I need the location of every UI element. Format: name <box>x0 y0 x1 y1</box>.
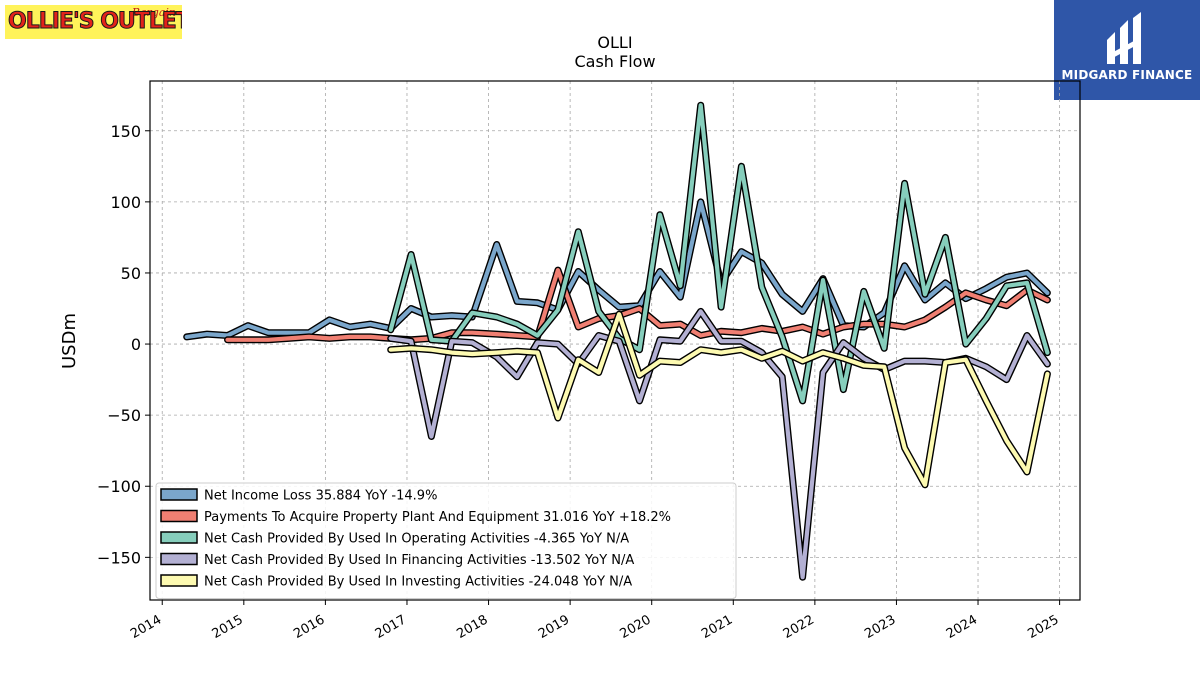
legend-label: Payments To Acquire Property Plant And E… <box>204 510 671 525</box>
legend-swatch <box>160 531 198 544</box>
legend-label: Net Income Loss 35.884 YoY -14.9% <box>204 489 437 504</box>
midgard-mark-icon <box>1107 12 1141 64</box>
y-tick-label: 150 <box>110 122 141 141</box>
legend-swatch <box>160 552 198 566</box>
legend-label: Net Cash Provided By Used In Financing A… <box>204 553 634 568</box>
x-tick-label: 2019 <box>536 612 572 642</box>
x-tick-label: 2018 <box>454 612 490 642</box>
plot-frame <box>149 80 1081 601</box>
series-lines <box>183 101 1051 581</box>
legend: Net Income Loss 35.884 YoY -14.9% Payment… <box>155 482 737 599</box>
x-tick-label: 2022 <box>781 612 817 642</box>
y-tick-label: 50 <box>121 264 141 283</box>
series-line-1 <box>224 266 1051 344</box>
ollies-logo-text: OLLIE'S OUTLET <box>8 9 182 35</box>
legend-box <box>155 482 737 599</box>
legend-label: Net Cash Provided By Used In Investing A… <box>204 575 632 590</box>
legend-label: Net Cash Provided By Used In Operating A… <box>204 532 629 547</box>
legend-swatch <box>160 488 198 501</box>
x-tick-label: 2020 <box>618 612 654 642</box>
chart-title: OLLI <box>597 33 632 52</box>
midgard-finance-text: MIDGARD FINANCE <box>1061 68 1193 82</box>
x-tick-label: 2016 <box>291 612 327 642</box>
x-tick-label: 2024 <box>944 612 980 642</box>
midgard-finance-logo: MIDGARD FINANCE <box>1054 0 1200 100</box>
series-line-2 <box>387 101 1051 405</box>
y-tick-label: 100 <box>110 193 141 212</box>
y-tick-label: −150 <box>97 548 141 567</box>
ollies-logo: Bargain OLLIE'S OUTLET <box>5 5 182 39</box>
series-line-4 <box>387 310 1051 489</box>
x-tick-label: 2021 <box>699 612 735 642</box>
chart-subtitle: Cash Flow <box>574 52 655 71</box>
x-tick-label: 2023 <box>862 612 898 642</box>
series-line-0 <box>183 198 1051 341</box>
y-axis-label: USDm <box>59 313 80 369</box>
x-tick-label: 2014 <box>128 612 164 642</box>
y-tick-label: 0 <box>131 335 141 354</box>
y-tick-label: −100 <box>97 477 141 496</box>
legend-swatch <box>160 509 198 523</box>
y-tick-label: −50 <box>107 406 141 425</box>
ollies-logo-script: Bargain <box>131 6 176 19</box>
x-tick-label: 2015 <box>210 612 246 642</box>
series-line-3 <box>387 307 1051 581</box>
legend-swatch <box>160 574 198 587</box>
x-tick-label: 2017 <box>373 612 409 642</box>
x-tick-label: 2025 <box>1025 612 1061 642</box>
